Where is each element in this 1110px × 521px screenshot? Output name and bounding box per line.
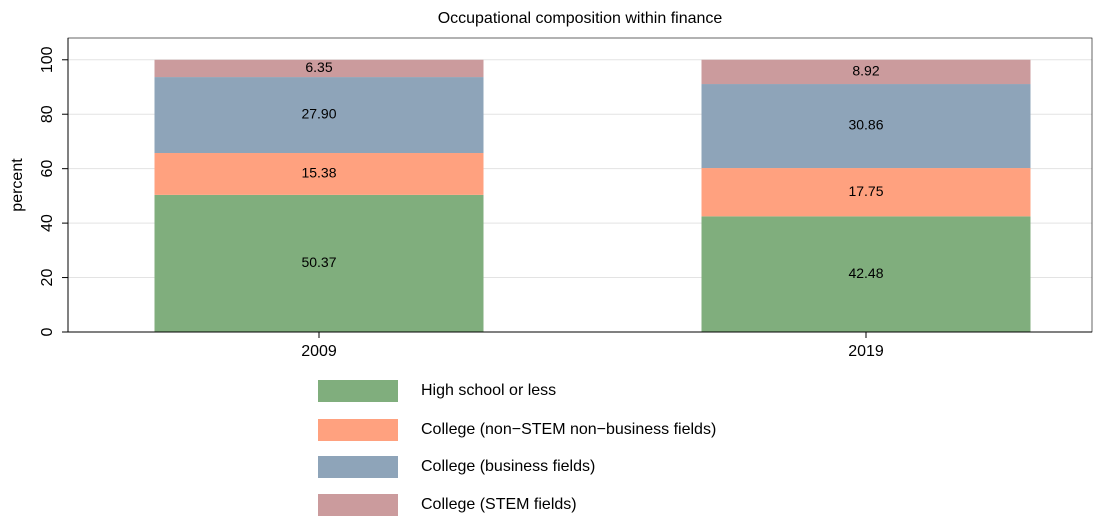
- legend-swatch: [318, 419, 398, 441]
- bar-segment: [701, 59, 1031, 85]
- bar-segment: [701, 168, 1031, 217]
- bar-segment: [701, 84, 1031, 169]
- legend-label: College (STEM fields): [421, 496, 577, 513]
- value-label: 6.35: [305, 59, 332, 75]
- legend-swatch: [318, 494, 398, 516]
- value-label: 50.37: [301, 254, 336, 270]
- value-label: 27.90: [301, 106, 336, 122]
- bar-segment: [154, 59, 484, 78]
- legend-swatch: [318, 380, 398, 402]
- x-tick-label: 2019: [848, 343, 884, 360]
- y-axis-label: percent: [9, 158, 26, 212]
- legend-label: High school or less: [421, 382, 556, 399]
- value-label: 17.75: [848, 183, 883, 199]
- legend-label: College (non−STEM non−business fields): [421, 421, 716, 438]
- y-tick-label: 0: [39, 327, 56, 336]
- chart-title: Occupational composition within finance: [438, 10, 723, 27]
- x-tick-label: 2009: [301, 343, 337, 360]
- bar-segment: [154, 153, 484, 195]
- value-label: 42.48: [848, 265, 883, 281]
- y-tick-label: 100: [39, 46, 56, 73]
- value-label: 30.86: [848, 117, 883, 133]
- value-label: 8.92: [852, 63, 879, 79]
- y-tick-label: 80: [39, 105, 56, 123]
- y-tick-label: 40: [39, 214, 56, 232]
- legend-swatch: [318, 456, 398, 478]
- bar-segment: [154, 194, 484, 332]
- value-label: 15.38: [301, 165, 336, 181]
- y-tick-label: 20: [39, 269, 56, 287]
- y-tick-label: 60: [39, 160, 56, 178]
- bar-segment: [154, 77, 484, 154]
- legend-label: College (business fields): [421, 458, 595, 475]
- bar-segment: [701, 216, 1031, 332]
